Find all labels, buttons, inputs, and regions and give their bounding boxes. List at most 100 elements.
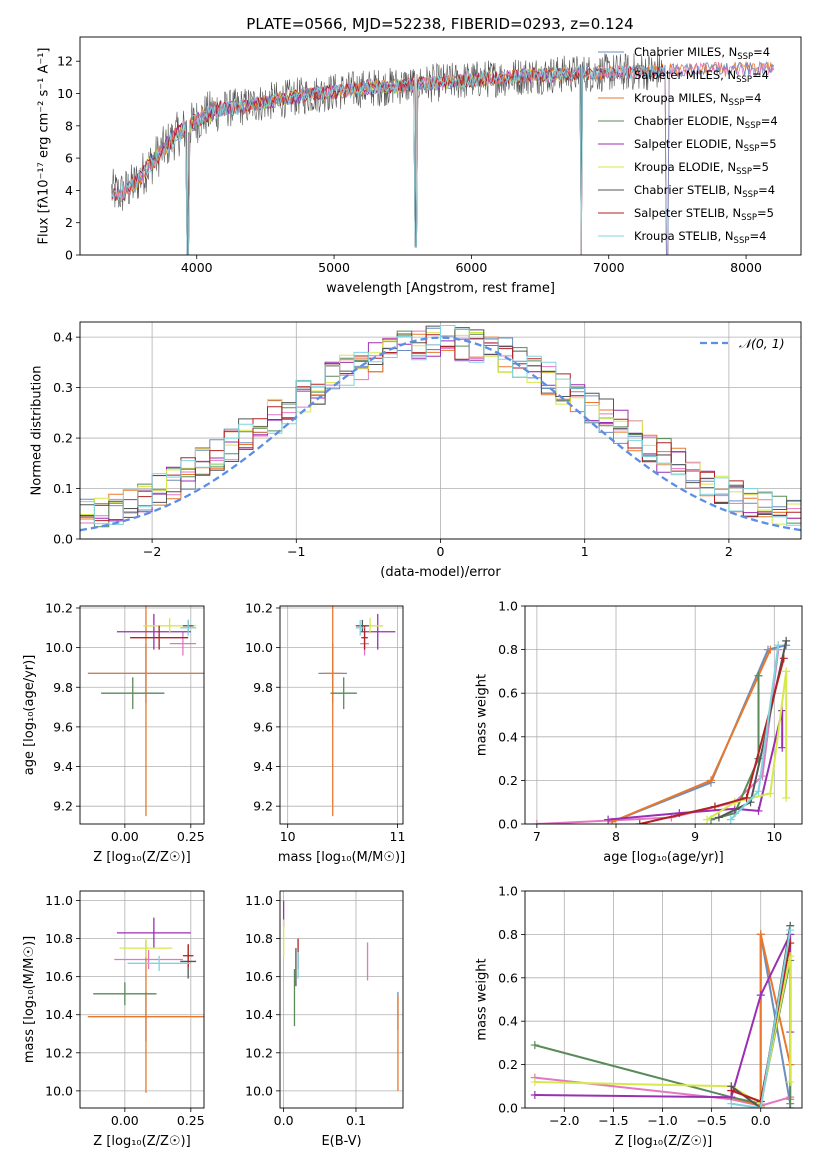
y-tick-label: 0.4 <box>53 330 73 345</box>
x-tick-label: 8 <box>612 829 620 844</box>
y-tick-label: 0.8 <box>498 642 518 657</box>
y-tick-label: 0.1 <box>53 481 73 496</box>
x-tick-label: 2 <box>725 544 733 559</box>
weight-point <box>706 776 715 785</box>
y-tick-label: 9.4 <box>253 759 273 774</box>
x-tick-label: 0.00 <box>111 829 139 844</box>
panel-residuals: −2 −1 0 1 2 0.0 0.1 0.2 0.3 0.4 (data-model)/error… <box>29 321 802 580</box>
panel-weight-vs-age: 7 8 9 10 0.0 0.2 0.4 0.6 0.8 1.0 age [log₁₀(age/yr… <box>474 599 803 865</box>
weight-point <box>779 654 788 663</box>
legend-label-suffix: =4 <box>753 45 770 59</box>
weight-point <box>710 802 719 811</box>
x-tick-label: 0.25 <box>177 829 205 844</box>
y-tick-label: 10.8 <box>245 931 273 946</box>
legend-label-sub: SSP <box>741 213 757 223</box>
axes-frame <box>79 321 802 540</box>
legend-label-suffix: =5 <box>757 206 774 220</box>
weight-line <box>639 658 785 824</box>
spectrum-line <box>111 53 664 255</box>
weight-point <box>530 1090 539 1099</box>
weight-point <box>786 926 795 935</box>
y-tick-label: 0.4 <box>498 1014 518 1029</box>
y-tick-label: 0.2 <box>53 431 73 446</box>
weight-point <box>530 1041 539 1050</box>
axes-frame <box>79 36 802 256</box>
x-tick-label: −1 <box>287 544 305 559</box>
legend-label-suffix: =4 <box>744 91 761 105</box>
y-tick-label: 9.2 <box>253 799 273 814</box>
legend-label-suffix: =4 <box>749 229 766 243</box>
y-axis-label: mass [log₁₀(M/M☉)] <box>22 936 37 1063</box>
y-tick-label: 0.6 <box>498 686 518 701</box>
x-tick-label: 4000 <box>181 260 213 275</box>
y-tick-label: 0.0 <box>53 532 73 547</box>
panel-age-vs-mass: 10 11 9.2 9.4 9.6 9.8 10.0 10.2 mass [log₁₀(M/M☉… <box>245 600 405 865</box>
y-tick-label: 10.8 <box>45 931 73 946</box>
legend-label: Kroupa STELIB, NSSP=4 <box>634 229 766 246</box>
panel-weight-vs-Z: −2.0 −1.5 −1.0 −0.5 0.0 0.0 0.2 0.4 0.6 0.8 1.0 Z [… <box>474 884 803 1149</box>
y-axis-label: mass weight <box>474 674 489 756</box>
y-tick-label: 10.4 <box>45 1007 73 1022</box>
y-axis-label: Flux [fλ10⁻¹⁷ erg cm⁻² s⁻¹ A⁻¹] <box>37 48 52 245</box>
y-tick-label: 10.0 <box>245 640 273 655</box>
weight-point <box>604 815 613 824</box>
x-tick-label: −2.0 <box>549 1113 579 1128</box>
legend-label: Salpeter STELIB, NSSP=5 <box>634 206 774 223</box>
legend-label: Salpeter ELODIE, NSSP=5 <box>634 137 777 154</box>
axes-frame <box>79 890 205 1109</box>
panel-spectrum: 4000 5000 6000 7000 8000 0 2 4 6 8 10 12 wavelength … <box>37 36 802 296</box>
x-tick-label: 10 <box>280 829 296 844</box>
weight-point <box>754 671 763 680</box>
legend-label-sub: SSP <box>736 167 752 177</box>
legend-label-sub: SSP <box>742 190 758 200</box>
legend-label-main: Kroupa ELODIE, N <box>634 160 736 174</box>
weight-point <box>756 930 765 939</box>
y-tick-label: 11.0 <box>45 893 73 908</box>
y-tick-label: 8 <box>65 118 73 133</box>
weight-point <box>766 789 775 798</box>
legend-label-sub: SSP <box>744 144 760 154</box>
x-tick-label: −0.5 <box>696 1113 726 1128</box>
plot-area-mass-vs-Z <box>87 917 204 1093</box>
spectrum-line <box>111 65 665 255</box>
plot-area-weight-vs-Z <box>530 921 795 1108</box>
legend-label: 𝒩(0, 1) <box>739 336 785 351</box>
y-tick-label: 10.2 <box>45 600 73 615</box>
y-tick-label: 2 <box>65 215 73 230</box>
y-tick-label: 9.4 <box>53 759 73 774</box>
y-tick-label: 10 <box>57 86 73 101</box>
x-tick-label: −1.0 <box>647 1113 677 1128</box>
y-tick-label: 10.2 <box>245 1045 273 1060</box>
y-tick-label: 0.4 <box>498 729 518 744</box>
legend-label-main: Chabrier MILES, N <box>634 45 737 59</box>
y-tick-label: 10.6 <box>245 969 273 984</box>
legend-label: Kroupa ELODIE, NSSP=5 <box>634 160 769 177</box>
weight-point <box>727 1086 736 1095</box>
weight-point <box>635 820 644 824</box>
x-tick-label: −2 <box>143 544 161 559</box>
weight-line <box>534 1076 791 1107</box>
plot-area-residuals <box>80 325 801 539</box>
y-tick-label: 6 <box>65 151 73 166</box>
legend-label-main: Chabrier STELIB, N <box>634 183 742 197</box>
x-tick-label: 0.25 <box>177 1113 205 1128</box>
weight-point <box>786 1077 795 1086</box>
weight-point <box>532 820 541 824</box>
weight-point <box>778 743 787 752</box>
legend-label-main: Kroupa STELIB, N <box>634 229 734 243</box>
y-tick-label: 9.6 <box>53 719 73 734</box>
legend-label-sub: SSP <box>734 236 750 246</box>
legend-label-sub: SSP <box>737 52 753 62</box>
axes-frame <box>524 605 803 825</box>
y-tick-label: 10.0 <box>45 640 73 655</box>
weight-point <box>782 793 791 802</box>
y-tick-label: 10.6 <box>45 969 73 984</box>
weight-point <box>756 991 765 1000</box>
plot-area-spectrum <box>111 53 774 255</box>
weight-point <box>766 645 775 654</box>
y-tick-label: 10.2 <box>45 1045 73 1060</box>
weight-point <box>726 815 735 824</box>
y-tick-label: 0.2 <box>498 773 518 788</box>
legend-label-main: Kroupa MILES, N <box>634 91 729 105</box>
